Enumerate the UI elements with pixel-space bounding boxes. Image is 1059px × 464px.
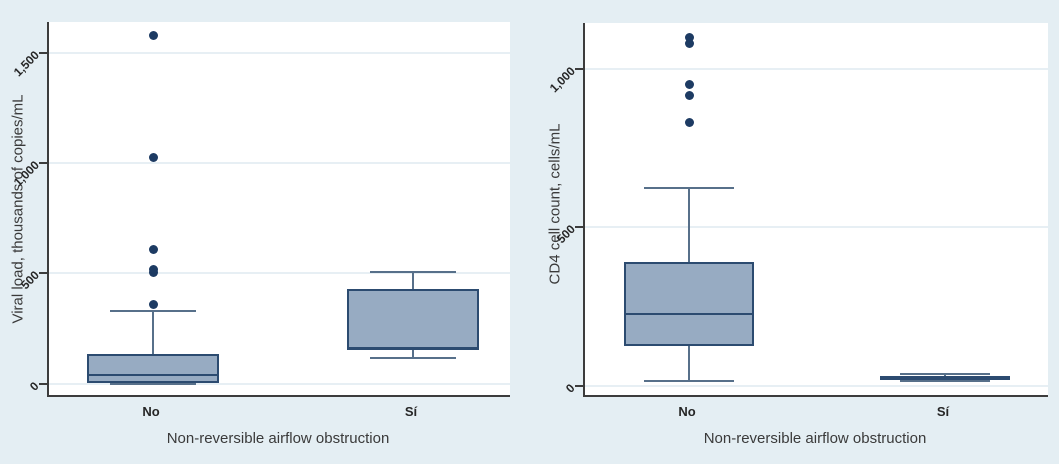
- outlier-dot-No: [684, 39, 694, 49]
- gridline-500: [49, 272, 510, 275]
- gridline-500: [585, 226, 1048, 229]
- lower-whisker-Sí: [944, 378, 946, 382]
- median-Sí: [882, 377, 1008, 380]
- box-No: [87, 353, 219, 383]
- outlier-dot-No: [148, 264, 158, 274]
- outlier-dot-No: [684, 32, 694, 42]
- lower-adjacent-line-No: [644, 380, 734, 383]
- y-tick-0: [575, 384, 583, 387]
- gridline-0: [49, 382, 510, 385]
- y-tick-1,500: [39, 51, 47, 54]
- upper-whisker-No: [152, 310, 154, 354]
- box-Sí: [347, 288, 479, 350]
- x-axis-title: Non-reversible airflow obstruction: [703, 430, 927, 447]
- y-axis-title: CD4 cell count, cells/mL: [546, 123, 564, 285]
- upper-adjacent-line-Sí: [370, 271, 456, 274]
- upper-whisker-Sí: [412, 272, 414, 289]
- x-tick-label-no: No: [678, 404, 696, 419]
- chart-cd4-count: CD4 cell count, cells/mL No Sí Non-rever…: [530, 0, 1059, 464]
- plot-area: [575, 23, 1048, 397]
- y-tick-1,000: [39, 162, 47, 165]
- median-Sí: [349, 347, 477, 350]
- gridline-0: [585, 384, 1048, 387]
- lower-whisker-Sí: [412, 349, 414, 359]
- x-tick-label-si: Sí: [936, 404, 950, 419]
- lower-adjacent-line-No: [110, 382, 196, 385]
- outlier-dot-No: [684, 118, 694, 128]
- box-Sí: [880, 375, 1010, 380]
- upper-adjacent-line-No: [644, 186, 734, 189]
- gridline-1,000: [49, 162, 510, 165]
- upper-whisker-No: [688, 187, 690, 263]
- upper-adjacent-line-Sí: [900, 373, 990, 376]
- lower-whisker-No: [688, 346, 690, 382]
- plot-area: [39, 22, 510, 397]
- gridline-1,000: [585, 67, 1048, 70]
- x-tick-label-no: No: [142, 404, 160, 419]
- y-tick-label-1,500: 1,500: [10, 47, 42, 80]
- outlier-dot-No: [148, 153, 158, 163]
- lower-adjacent-line-Sí: [900, 380, 990, 383]
- outlier-dot-No: [684, 91, 694, 101]
- y-tick-1,000: [575, 67, 583, 70]
- median-No: [89, 373, 217, 376]
- y-tick-label-0: 0: [563, 380, 578, 396]
- gridline-1,500: [49, 51, 510, 54]
- y-tick-0: [39, 382, 47, 385]
- x-tick-label-si: Sí: [404, 404, 418, 419]
- chart-viral-load: Viral load, thousands of copies/mL No Sí…: [10, 22, 510, 447]
- outlier-dot-No: [684, 80, 694, 90]
- y-tick-label-1,000: 1,000: [546, 64, 578, 96]
- median-No: [626, 312, 752, 315]
- y-tick-500: [575, 226, 583, 229]
- y-tick-500: [39, 272, 47, 275]
- outlier-dot-No: [148, 299, 158, 309]
- outlier-dot-No: [148, 30, 158, 40]
- upper-adjacent-line-No: [110, 309, 196, 312]
- lower-adjacent-line-Sí: [370, 357, 456, 360]
- y-tick-label-0: 0: [27, 378, 42, 394]
- box-No: [624, 262, 754, 347]
- outlier-dot-No: [148, 244, 158, 254]
- x-axis-title: Non-reversible airflow obstruction: [166, 430, 390, 447]
